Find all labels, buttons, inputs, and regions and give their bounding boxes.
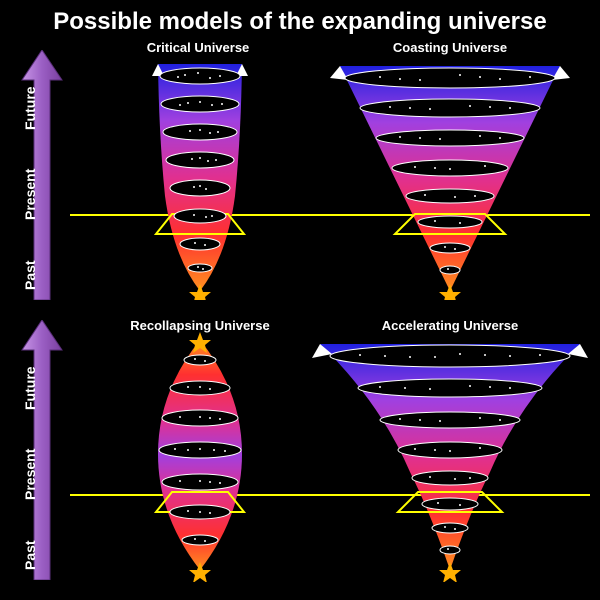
model-label-coasting: Coasting Universe [370,40,530,55]
model-accelerating [310,332,590,582]
time-label-future: Future [22,86,38,130]
time-arrow-bottom [12,320,72,580]
time-arrow-top [12,50,72,300]
model-recollapsing [110,332,290,582]
model-coasting [320,56,580,300]
time-label-present-2: Present [22,449,38,500]
time-label-past: Past [22,260,38,290]
model-critical [110,56,290,300]
model-label-accelerating: Accelerating Universe [360,318,540,333]
time-label-present: Present [22,169,38,220]
page-title: Possible models of the expanding univers… [0,8,600,36]
model-label-recollapsing: Recollapsing Universe [120,318,280,333]
time-label-future-2: Future [22,366,38,410]
time-label-past-2: Past [22,540,38,570]
model-label-critical: Critical Universe [128,40,268,55]
